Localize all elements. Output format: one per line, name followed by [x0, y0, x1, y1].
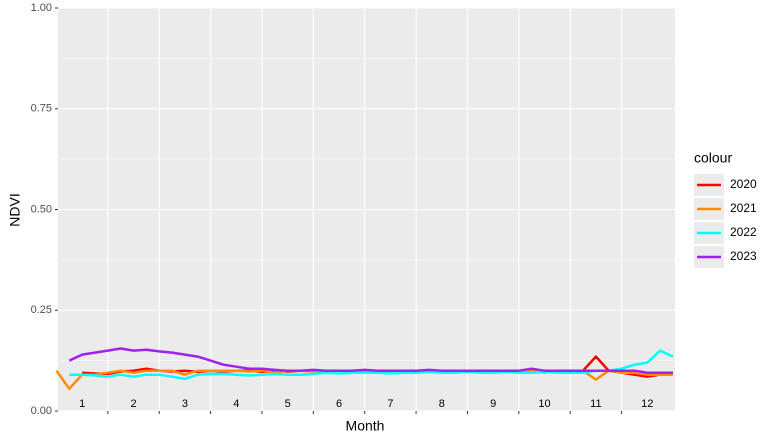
y-tick-label: 0.75: [31, 103, 52, 115]
y-tick-label: 0.00: [31, 405, 52, 417]
legend-label: 2023: [730, 249, 757, 263]
y-tick-label: 0.25: [31, 304, 52, 316]
x-tick-label: 6: [336, 398, 342, 410]
y-tick-label: 1.00: [31, 2, 52, 14]
x-tick-label: 5: [285, 398, 291, 410]
series-line: [69, 349, 674, 381]
y-axis-title: NDVI: [7, 193, 23, 226]
x-axis-title: Month: [346, 418, 385, 434]
y-tick-label: 0.50: [31, 203, 52, 215]
legend-label: 2022: [730, 225, 757, 239]
x-tick-label: 11: [590, 398, 601, 410]
series-line: [68, 347, 673, 374]
x-tick-label: 10: [538, 398, 550, 410]
x-tick-label: 8: [439, 398, 445, 410]
x-tick-label: 3: [182, 398, 188, 410]
x-tick-label: 7: [387, 398, 393, 410]
x-tick-label: 2: [130, 398, 136, 410]
x-tick-label: 12: [641, 398, 653, 410]
legend-label: 2021: [730, 201, 757, 215]
x-tick-label: 9: [490, 398, 496, 410]
legend-title: colour: [694, 150, 732, 166]
x-tick-label: 4: [233, 398, 239, 410]
legend-label: 2020: [730, 177, 757, 191]
x-tick-label: 1: [79, 398, 85, 410]
